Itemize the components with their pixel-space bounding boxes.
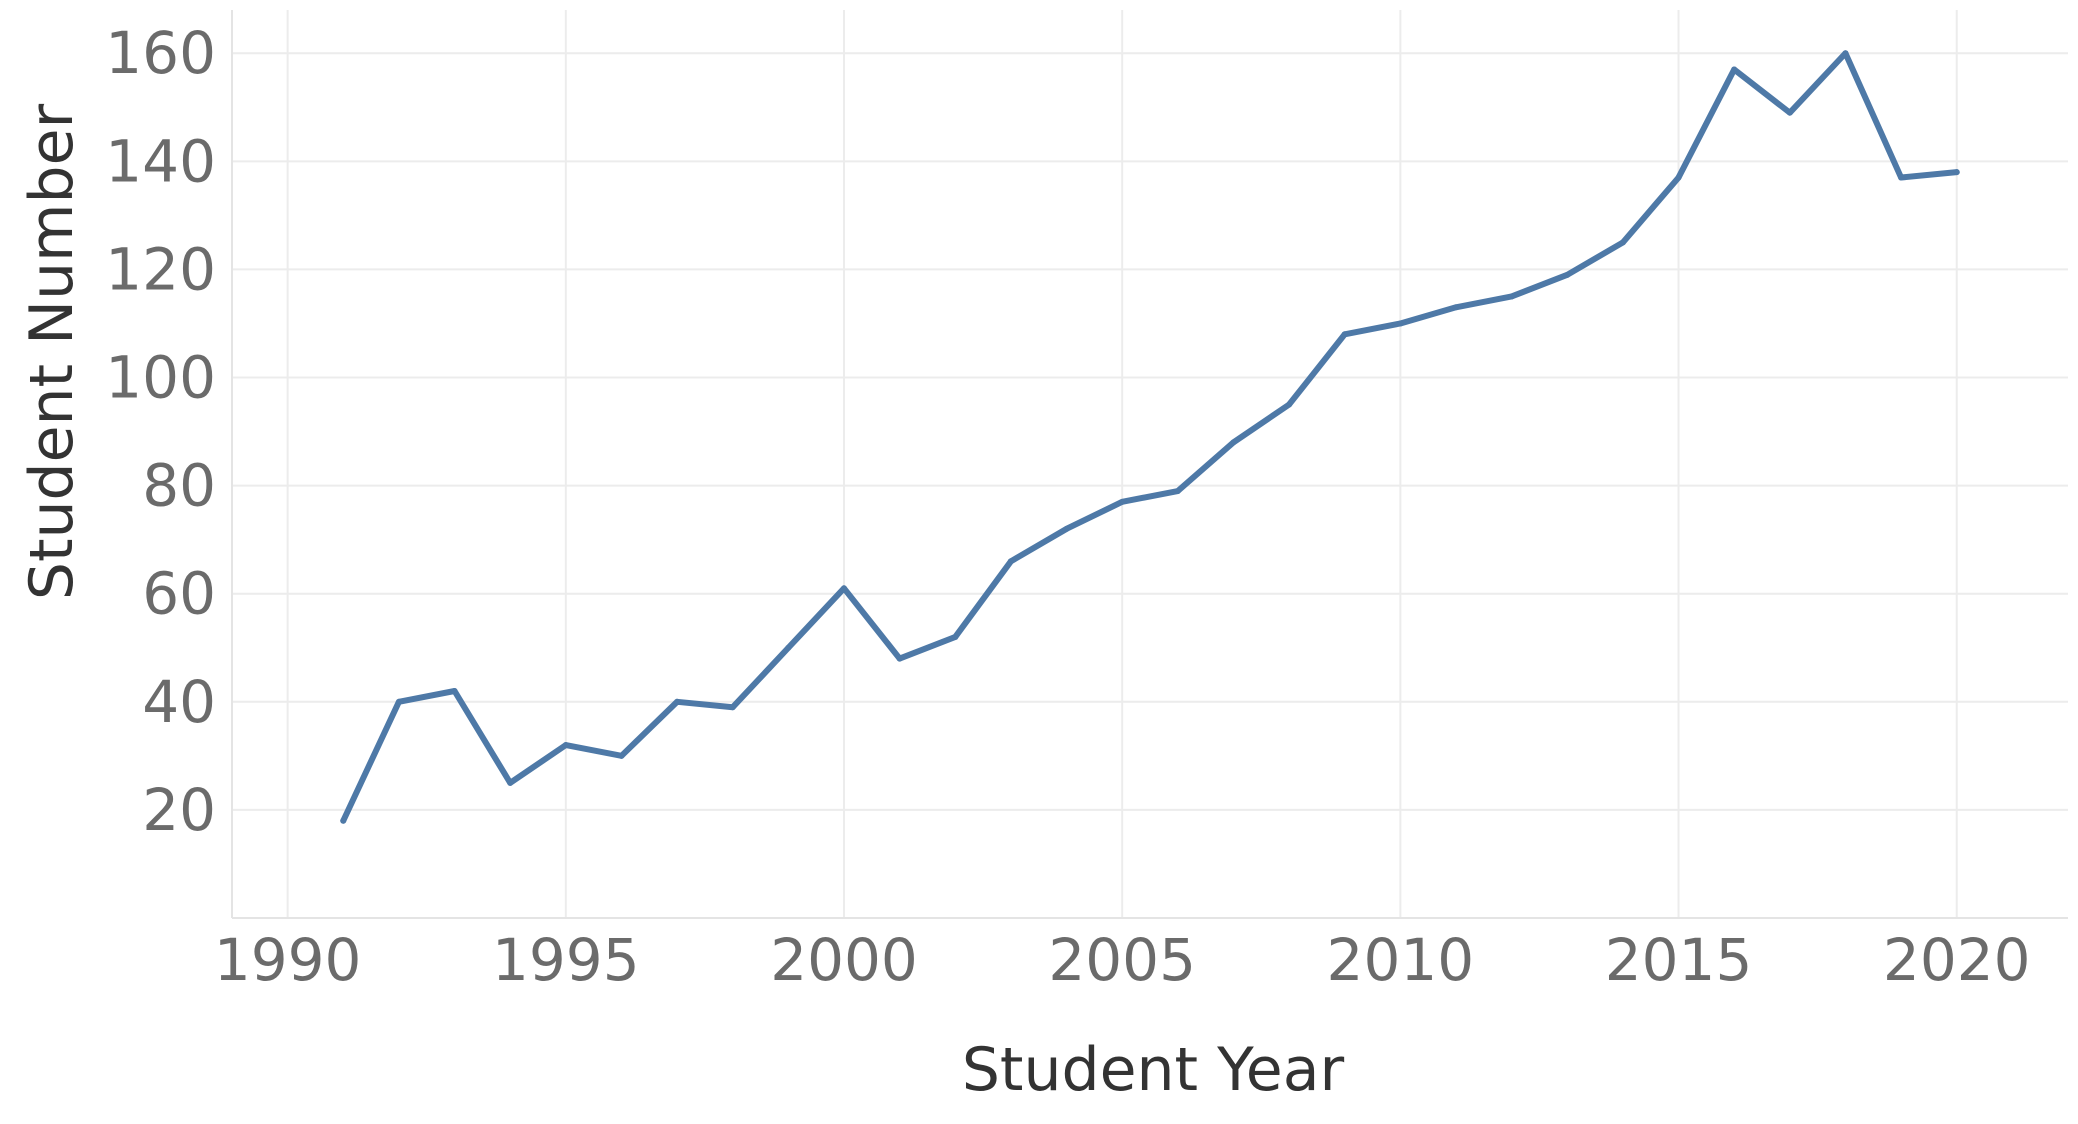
x-tick-label: 2010: [1327, 926, 1475, 994]
x-tick-label: 2015: [1605, 926, 1753, 994]
x-axis-title: Student Year: [962, 1035, 1345, 1105]
data-point: [1731, 66, 1738, 73]
data-point: [1508, 293, 1515, 300]
data-point: [618, 752, 625, 759]
data-point: [1953, 169, 1960, 176]
data-point: [729, 704, 736, 711]
y-tick-label: 40: [142, 668, 216, 736]
data-point: [896, 655, 903, 662]
y-tick-label: 120: [105, 235, 216, 303]
data-point: [340, 817, 347, 824]
data-point: [952, 633, 959, 640]
x-tick-label: 1990: [214, 926, 362, 994]
data-point: [674, 698, 681, 705]
axes: [231, 10, 2068, 919]
series-layer: [340, 50, 1960, 824]
data-point: [507, 779, 514, 786]
data-point: [1842, 50, 1849, 57]
data-point: [1397, 320, 1404, 327]
y-tick-label: 100: [105, 344, 216, 412]
data-point: [1675, 174, 1682, 181]
data-point: [1619, 239, 1626, 246]
data-point: [1063, 525, 1070, 532]
y-tick-label: 60: [142, 560, 216, 628]
x-tick-label: 2020: [1883, 926, 2031, 994]
data-point: [1564, 271, 1571, 278]
x-tick-label: 2005: [1048, 926, 1196, 994]
tick-labels: 20 40 60 80 100 120 140 160 1990 1995 2000 2005 2010…: [105, 19, 2030, 994]
data-point: [1286, 401, 1293, 408]
y-tick-label: 140: [105, 127, 216, 195]
data-point: [841, 585, 847, 592]
data-point: [562, 742, 569, 749]
series-line: [340, 50, 1960, 824]
data-point: [1786, 109, 1793, 116]
data-point: [1453, 304, 1459, 311]
x-tick-label: 2000: [770, 926, 918, 994]
gridlines: [232, 10, 2068, 918]
data-point: [1898, 174, 1905, 181]
y-tick-label: 160: [105, 19, 216, 87]
x-tick-label: 1995: [492, 926, 640, 994]
y-tick-label: 80: [142, 452, 216, 520]
data-point: [1230, 439, 1237, 446]
data-point: [395, 698, 402, 705]
data-point: [1119, 498, 1126, 505]
data-point: [785, 644, 792, 651]
data-point: [1174, 488, 1181, 495]
data-point: [451, 688, 458, 694]
y-axis-title: Student Number: [17, 104, 87, 601]
y-tick-label: 20: [142, 776, 216, 844]
data-point: [1007, 558, 1014, 565]
data-point: [1341, 331, 1348, 338]
